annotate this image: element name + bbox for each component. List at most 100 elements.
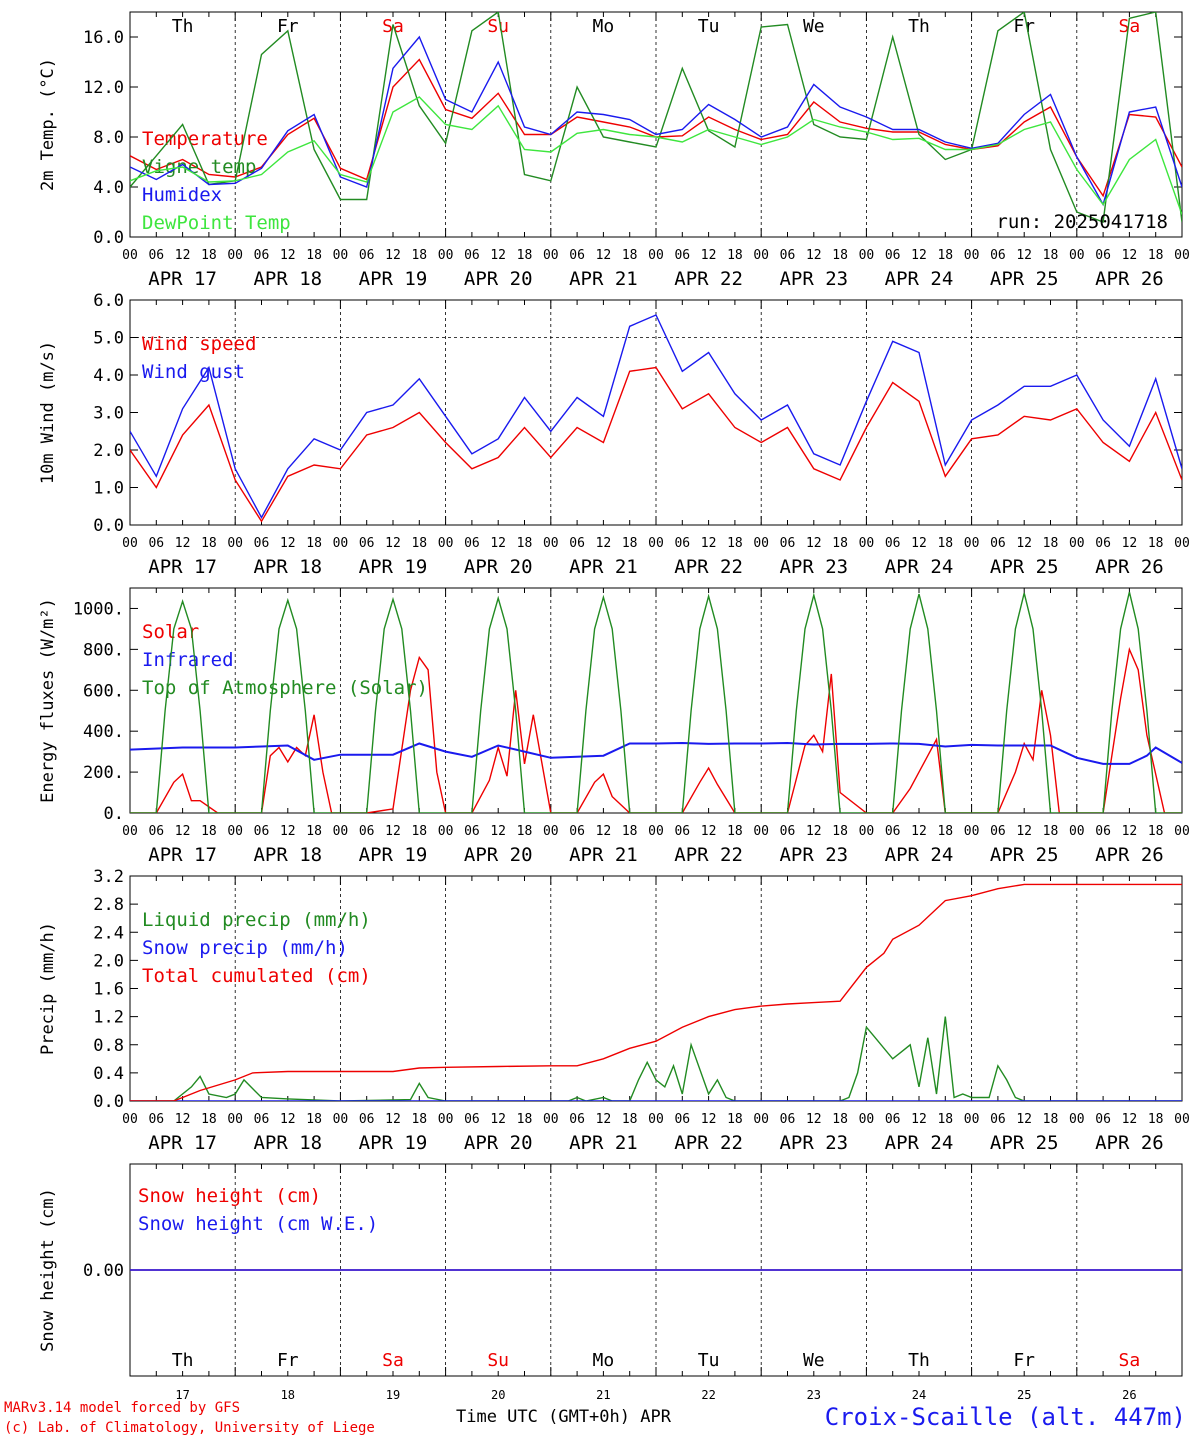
date-label: APR 17 <box>148 556 217 578</box>
hour-tick-label: 12 <box>385 1112 401 1127</box>
hour-tick-label: 12 <box>280 248 296 263</box>
hour-tick-label: 12 <box>280 536 296 551</box>
hour-tick-label: 00 <box>438 248 454 263</box>
hour-tick-label: 06 <box>359 1112 375 1127</box>
y-tick-label: 0.00 <box>83 1261 124 1281</box>
y-tick-label: 0. <box>104 804 124 824</box>
hour-tick-label: 12 <box>175 536 191 551</box>
hour-tick-label: 18 <box>517 824 533 839</box>
hour-tick-label: 06 <box>885 536 901 551</box>
y-axis-label: Energy fluxes (W/m²) <box>38 598 58 803</box>
date-label: APR 19 <box>359 844 428 866</box>
hour-tick-label: 00 <box>227 824 243 839</box>
day-number-label: 21 <box>596 1388 610 1402</box>
day-abbr-label: Fr <box>1013 1350 1035 1371</box>
day-abbr-label: Mo <box>593 1350 615 1371</box>
y-tick-label: 3.2 <box>93 867 124 887</box>
hour-tick-label: 00 <box>333 536 349 551</box>
date-label: APR 21 <box>569 556 638 578</box>
hour-tick-label: 00 <box>227 1112 243 1127</box>
hour-tick-label: 06 <box>780 536 796 551</box>
day-abbr-label: Fr <box>277 1350 299 1371</box>
date-label: APR 22 <box>674 1132 743 1154</box>
day-abbr-label: Fr <box>1013 16 1035 37</box>
date-label: APR 18 <box>253 1132 322 1154</box>
hour-tick-label: 12 <box>596 248 612 263</box>
day-abbr-label: We <box>803 1350 825 1371</box>
legend-entry: Infrared <box>142 649 234 671</box>
legend-entry: Snow height (cm W.E.) <box>138 1213 378 1235</box>
hour-tick-label: 18 <box>1148 536 1164 551</box>
day-number-label: 25 <box>1017 1388 1031 1402</box>
hour-tick-label: 12 <box>490 824 506 839</box>
hour-tick-label: 06 <box>569 824 585 839</box>
hour-tick-label: 18 <box>727 248 743 263</box>
date-label: APR 17 <box>148 1132 217 1154</box>
date-label: APR 22 <box>674 556 743 578</box>
hour-tick-label: 18 <box>1148 248 1164 263</box>
hour-tick-label: 18 <box>622 248 638 263</box>
hour-tick-label: 06 <box>148 536 164 551</box>
day-abbr-label: Mo <box>593 16 615 37</box>
day-number-label: 18 <box>281 1388 295 1402</box>
date-label: APR 23 <box>779 268 848 290</box>
hour-tick-label: 00 <box>543 1112 559 1127</box>
day-number-label: 20 <box>491 1388 505 1402</box>
hour-tick-label: 00 <box>964 536 980 551</box>
y-tick-label: 1.6 <box>93 980 124 1000</box>
hour-tick-label: 00 <box>122 824 138 839</box>
hour-tick-label: 06 <box>464 536 480 551</box>
hour-tick-label: 18 <box>937 824 953 839</box>
hour-tick-label: 18 <box>1148 1112 1164 1127</box>
y-tick-label: 0.8 <box>93 1036 124 1056</box>
hour-tick-label: 12 <box>385 536 401 551</box>
day-number-label: 23 <box>807 1388 821 1402</box>
hour-tick-label: 18 <box>937 536 953 551</box>
hour-tick-label: 00 <box>122 536 138 551</box>
hour-tick-label: 12 <box>1122 536 1138 551</box>
hour-tick-label: 06 <box>990 1112 1006 1127</box>
hour-tick-label: 12 <box>1122 824 1138 839</box>
hour-tick-label: 06 <box>885 824 901 839</box>
hour-tick-label: 12 <box>1016 824 1032 839</box>
hour-tick-label: 18 <box>306 1112 322 1127</box>
legend-entry: Top of Atmosphere (Solar) <box>142 677 428 699</box>
date-label: APR 18 <box>253 556 322 578</box>
date-label: APR 24 <box>885 844 954 866</box>
hour-tick-label: 06 <box>254 536 270 551</box>
hour-tick-label: 06 <box>359 824 375 839</box>
y-axis-label: Precip (mm/h) <box>38 922 58 1055</box>
hour-tick-label: 12 <box>175 824 191 839</box>
date-label: APR 26 <box>1095 844 1164 866</box>
date-label: APR 17 <box>148 268 217 290</box>
hour-tick-label: 12 <box>701 824 717 839</box>
y-axis-label: 2m Temp. (°C) <box>38 58 58 191</box>
hour-tick-label: 00 <box>1174 824 1190 839</box>
hour-tick-label: 00 <box>1174 248 1190 263</box>
hour-tick-label: 00 <box>122 1112 138 1127</box>
hour-tick-label: 18 <box>832 1112 848 1127</box>
date-label: APR 23 <box>779 556 848 578</box>
hour-tick-label: 12 <box>806 248 822 263</box>
panel-frame <box>129 299 1183 526</box>
date-label: APR 25 <box>990 844 1059 866</box>
hour-tick-label: 12 <box>911 1112 927 1127</box>
series-line-wind-speed <box>130 366 1182 523</box>
hour-tick-label: 18 <box>1043 1112 1059 1127</box>
hour-tick-label: 06 <box>990 248 1006 263</box>
date-label: APR 25 <box>990 1132 1059 1154</box>
hour-tick-label: 12 <box>806 824 822 839</box>
hour-tick-label: 06 <box>254 248 270 263</box>
hour-tick-label: 06 <box>464 248 480 263</box>
hour-tick-label: 06 <box>1095 248 1111 263</box>
y-tick-label: 2.4 <box>93 923 124 943</box>
hour-tick-label: 00 <box>859 248 875 263</box>
hour-tick-label: 18 <box>832 536 848 551</box>
hour-tick-label: 00 <box>1174 536 1190 551</box>
hour-tick-label: 06 <box>885 1112 901 1127</box>
y-tick-label: 2.0 <box>93 441 124 461</box>
date-label: APR 24 <box>885 556 954 578</box>
y-axis-label: 10m Wind (m/s) <box>38 341 58 484</box>
series-line-solar <box>130 646 1182 813</box>
hour-tick-label: 12 <box>911 824 927 839</box>
